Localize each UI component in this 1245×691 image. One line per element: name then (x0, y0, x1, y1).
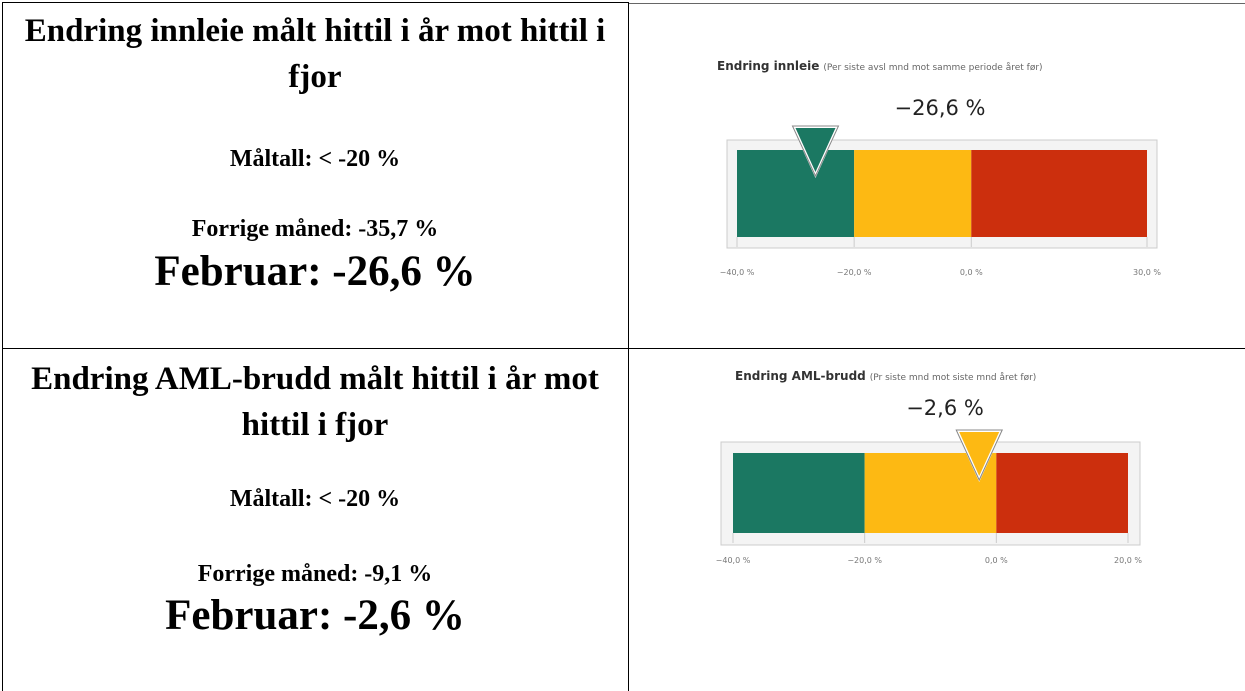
chart-title: Endring AML-brudd (Pr siste mnd mot siste… (735, 369, 1036, 383)
previous: Forrige måned: -35,7 % (191, 216, 439, 242)
x-tick-label: −40,0 % (716, 556, 751, 565)
heading: Endring innleie målt hittil i år mot hit… (24, 13, 606, 95)
value-label: −26,6 % (895, 96, 986, 120)
subtitle: (Pr siste mnd mot siste mnd året før) (870, 372, 1037, 383)
band (971, 150, 1147, 237)
x-tick-label: 0,0 % (960, 268, 983, 277)
target: Måltall: < -20 % (229, 486, 401, 512)
title: Endring AML-brudd (735, 369, 866, 383)
chart-title: Endring innleie (Per siste avsl mnd mot s… (717, 59, 1043, 73)
border-top (2, 2, 628, 3)
band (996, 453, 1128, 533)
row-divider (2, 348, 1245, 349)
band (737, 150, 855, 237)
current: Februar: -2,6 % (165, 592, 465, 639)
marker-outline (791, 125, 840, 178)
band (854, 150, 972, 237)
marker (955, 429, 1004, 483)
x-tick-label: 20,0 % (1114, 556, 1142, 565)
x-tick-label: −40,0 % (720, 268, 755, 277)
marker (791, 125, 840, 179)
marker-outline (955, 429, 1004, 482)
value-label: −2,6 % (906, 396, 984, 420)
title: Endring innleie (717, 59, 819, 73)
band (733, 453, 865, 533)
border-left (2, 2, 3, 691)
subtitle: (Per siste avsl mnd mot samme periode år… (823, 62, 1042, 73)
border-top-right (628, 3, 1245, 4)
target: Måltall: < -20 % (229, 146, 401, 172)
x-tick-label: 0,0 % (985, 556, 1008, 565)
current: Februar: -26,6 % (154, 248, 476, 295)
x-tick-label: −20,0 % (837, 268, 872, 277)
x-tick-label: 30,0 % (1133, 268, 1161, 277)
x-tick-label: −20,0 % (847, 556, 882, 565)
heading: Endring AML-brudd målt hittil i år mot h… (31, 361, 599, 443)
border-mid (628, 2, 629, 691)
previous: Forrige måned: -9,1 % (197, 561, 433, 587)
